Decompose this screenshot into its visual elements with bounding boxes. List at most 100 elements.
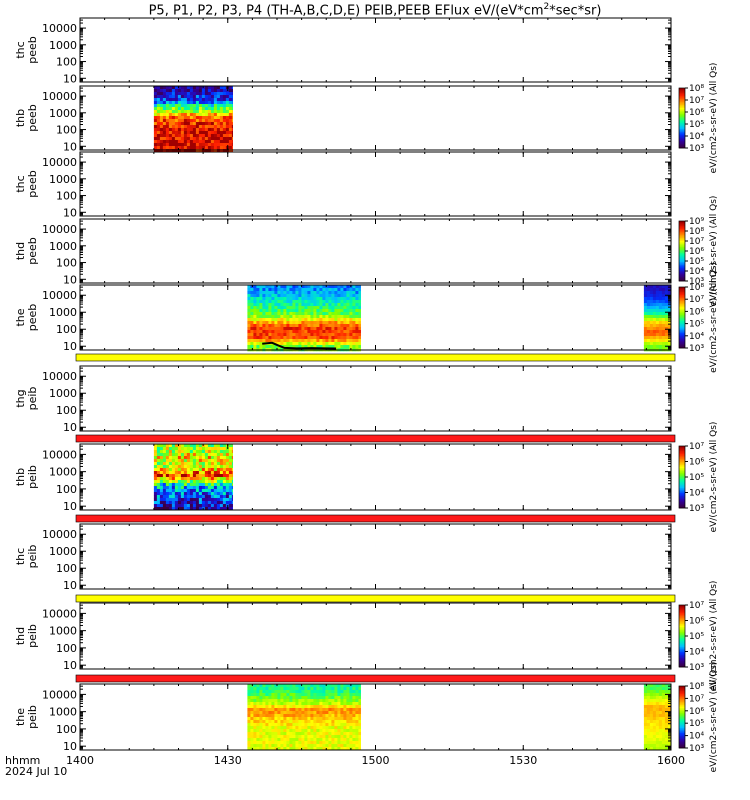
spectrogram-cell [174, 456, 179, 460]
spectrogram-cell [643, 330, 648, 334]
colorbar-segment [679, 649, 685, 652]
spectrogram-cell [328, 309, 332, 313]
spectrogram-cell [649, 699, 654, 703]
spectrogram-cell [192, 453, 197, 457]
spectrogram-cell [168, 480, 173, 484]
panel-label-product: peib [26, 545, 39, 569]
spectrogram-cell [655, 345, 660, 349]
spectrogram-cell [225, 483, 230, 487]
spectrogram-cell [277, 702, 281, 706]
spectrogram-cell [165, 95, 170, 99]
spectrogram-cell [177, 495, 182, 499]
spectrogram-cell [346, 324, 350, 328]
spectrogram-cell [286, 708, 290, 712]
spectrogram-cell [268, 321, 272, 325]
spectrogram-cell [298, 342, 302, 346]
spectrogram-cell [295, 696, 299, 700]
spectrogram-cell [156, 143, 161, 147]
spectrogram-cell [201, 92, 206, 96]
spectrogram-cell [292, 300, 296, 304]
spectrogram-cell [274, 732, 278, 736]
spectrogram-cell [165, 474, 170, 478]
spectrogram-cell [259, 345, 263, 349]
spectrogram-cell [250, 726, 254, 730]
spectrogram-cell [180, 450, 185, 454]
spectrogram-cell [231, 474, 233, 478]
spectrogram-cell [162, 450, 167, 454]
spectrogram-cell [262, 741, 266, 745]
spectrogram-cell [271, 744, 275, 748]
spectrogram-cell [250, 735, 254, 739]
spectrogram-cell [216, 477, 221, 481]
spectrogram-cell [265, 345, 269, 349]
spectrogram-cell [304, 285, 308, 289]
spectrogram-cell [301, 735, 305, 739]
spectrogram-cell [198, 453, 203, 457]
spectrogram-cell [159, 110, 164, 114]
colorbar-segment [679, 659, 685, 662]
spectrogram-cell [301, 705, 305, 709]
spectrogram-cell [643, 315, 648, 319]
spectrogram-cell [292, 339, 296, 343]
spectrogram-cell [183, 98, 188, 102]
spectrogram-cell [177, 471, 182, 475]
spectrogram-cell [153, 462, 158, 466]
spectrogram-cell [313, 738, 317, 742]
spectrogram-cell [219, 86, 224, 90]
spectrogram-cell [289, 732, 293, 736]
spectrogram-cell [298, 702, 302, 706]
spectrogram-cell [325, 318, 329, 322]
y-tick-label: 100 [56, 404, 77, 417]
colorbar-segment [679, 89, 685, 92]
colorbar-segment [679, 276, 685, 279]
spectrogram-cell [247, 711, 251, 715]
spectrogram-cell [210, 110, 215, 114]
spectrogram-cell [316, 687, 320, 691]
colorbar-segment [679, 140, 685, 143]
spectrogram-cell [358, 708, 361, 712]
spectrogram-cell [253, 717, 257, 721]
spectrogram-cell [283, 702, 287, 706]
spectrogram-cell [649, 747, 654, 751]
spectrogram-cell [343, 687, 347, 691]
spectrogram-cell [646, 285, 651, 289]
spectrogram-cell [271, 696, 275, 700]
spectrogram-cell [231, 489, 233, 493]
spectrogram-cell [313, 324, 317, 328]
spectrogram-cell [340, 321, 344, 325]
spectrogram-cell [274, 744, 278, 748]
spectrogram-cell [295, 285, 299, 289]
colorbar-tick-label: 10⁵ [689, 320, 704, 330]
spectrogram-cell [156, 465, 161, 469]
panel-label-probe: thc [14, 548, 27, 565]
spectrogram-cell [280, 726, 284, 730]
spectrogram-cell [256, 294, 260, 298]
spectrogram-cell [262, 723, 266, 727]
spectrogram-cell [213, 453, 218, 457]
spectrogram-cell [213, 501, 218, 505]
spectrogram-cell [259, 696, 263, 700]
spectrogram-cell [295, 702, 299, 706]
spectrogram-cell [274, 723, 278, 727]
spectrogram-cell [177, 447, 182, 451]
spectrogram-cell [313, 288, 317, 292]
spectrogram-cell [271, 714, 275, 718]
spectrogram-cell [271, 690, 275, 694]
spectrogram-cell [216, 480, 221, 484]
spectrogram-cell [319, 732, 323, 736]
spectrogram-cell [253, 729, 257, 733]
colorbar-segment [679, 101, 685, 104]
spectrogram-cell [265, 285, 269, 289]
colorbar-segment [679, 130, 685, 132]
spectrogram-cell [228, 450, 233, 454]
spectrogram-cell [340, 303, 344, 307]
spectrogram-cell [171, 134, 176, 138]
spectrogram-cell [225, 131, 230, 135]
spectrogram-cell [316, 333, 320, 337]
spectrogram-cell [268, 291, 272, 295]
spectrogram-cell [219, 116, 224, 120]
spectrogram-cell [159, 498, 164, 502]
spectrogram-cell [292, 714, 296, 718]
spectrogram-cell [171, 137, 176, 141]
spectrogram-cell [661, 285, 666, 289]
